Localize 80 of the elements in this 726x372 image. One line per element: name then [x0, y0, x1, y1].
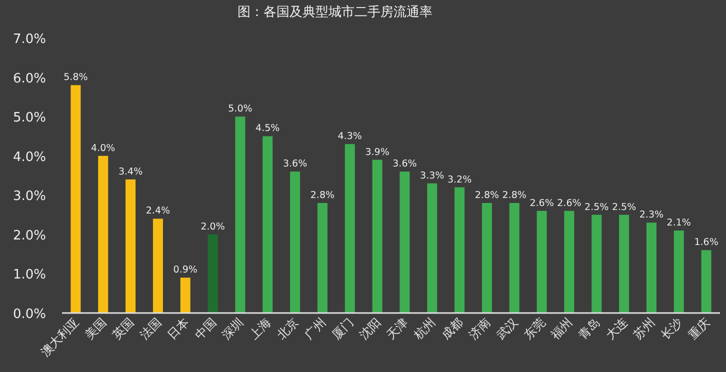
data-label: 2.3%	[639, 210, 664, 221]
bar	[70, 85, 81, 313]
x-tick-label: 美国	[82, 315, 110, 342]
y-tick-label: 5.0%	[12, 110, 46, 126]
bar	[646, 222, 656, 313]
x-tick-label: 长沙	[658, 315, 685, 342]
bar	[400, 172, 410, 313]
bar	[344, 144, 355, 313]
x-tick-label: 东莞	[521, 315, 548, 342]
data-label: 2.4%	[146, 206, 170, 217]
x-tick-label: 法国	[137, 315, 164, 342]
data-label: 2.6%	[557, 198, 582, 209]
bar	[372, 160, 382, 313]
data-label: 0.9%	[173, 264, 198, 276]
data-label: 3.2%	[447, 174, 472, 186]
bar	[262, 136, 273, 313]
x-tick-label: 福州	[548, 315, 576, 342]
bar	[290, 172, 300, 313]
bar	[152, 218, 163, 313]
bar	[427, 183, 438, 313]
x-tick-label: 杭州	[410, 315, 438, 343]
data-label: 5.0%	[228, 104, 252, 115]
x-tick-label: 厦门	[329, 315, 356, 342]
x-tick-label: 苏州	[630, 315, 658, 342]
bar	[536, 210, 547, 313]
y-tick-label: 3.0%	[12, 189, 46, 204]
x-tick-label: 上海	[246, 315, 274, 342]
x-tick-label: 沈阳	[356, 315, 384, 342]
data-label: 3.6%	[282, 158, 308, 170]
x-tick-label: 广州	[302, 315, 329, 342]
data-label: 2.8%	[310, 190, 335, 201]
x-tick-label: 成都	[438, 315, 466, 342]
y-tick-label: 6.0%	[12, 71, 46, 86]
x-tick-label: 青岛	[576, 315, 603, 342]
bar	[592, 214, 602, 313]
bar	[454, 187, 465, 313]
bar	[564, 210, 574, 313]
bar	[701, 250, 712, 313]
chart-title: 图：各国及典型城市二手房流通率	[238, 4, 432, 20]
data-label: 2.8%	[502, 190, 526, 201]
data-label: 3.3%	[420, 170, 444, 182]
x-tick-label: 北京	[274, 315, 302, 342]
x-tick-label: 重庆	[686, 315, 712, 342]
data-label: 2.0%	[200, 221, 225, 232]
data-label: 4.5%	[256, 123, 280, 134]
x-tick-label: 大连	[603, 315, 630, 342]
data-label: 2.5%	[612, 202, 636, 213]
bar	[126, 179, 136, 313]
data-label: 3.6%	[392, 158, 417, 170]
x-tick-label: 深圳	[219, 315, 246, 342]
y-tick-label: 2.0%	[12, 228, 46, 244]
y-tick-label: 7.0%	[12, 32, 46, 47]
data-label: 2.5%	[584, 202, 609, 213]
y-tick-label: 4.0%	[12, 150, 46, 165]
data-label: 2.6%	[530, 198, 554, 209]
bar	[482, 203, 492, 313]
x-tick-label: 英国	[110, 315, 137, 342]
data-label: 3.4%	[118, 166, 143, 178]
bar	[180, 278, 190, 313]
x-tick-label: 武汉	[494, 315, 520, 342]
bar	[674, 230, 684, 313]
bar	[317, 203, 328, 313]
data-label: 2.8%	[474, 190, 500, 201]
data-label: 2.1%	[666, 218, 691, 228]
bar	[619, 214, 630, 313]
bar	[208, 234, 218, 313]
y-tick-label: 1.0%	[12, 268, 46, 283]
data-label: 4.0%	[91, 142, 116, 154]
x-tick-label: 日本	[164, 315, 192, 342]
x-tick-label: 天津	[384, 315, 411, 342]
data-label: 4.3%	[338, 131, 362, 142]
x-tick-label: 中国	[192, 315, 219, 342]
data-label: 5.8%	[64, 72, 88, 84]
y-tick-label: 0.0%	[12, 307, 46, 322]
bar	[235, 116, 246, 313]
bar	[98, 156, 108, 313]
data-label: 1.6%	[694, 237, 718, 248]
x-tick-label: 济南	[466, 315, 494, 342]
bar	[509, 203, 520, 313]
data-label: 3.9%	[365, 146, 390, 158]
